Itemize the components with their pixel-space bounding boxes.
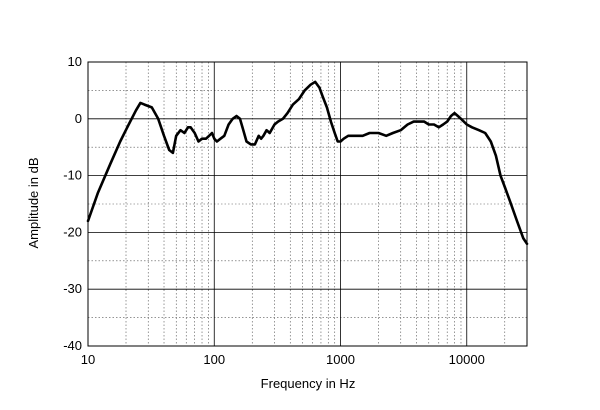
y-tick-label: -20 [63, 224, 82, 239]
x-tick-label: 10000 [449, 352, 485, 367]
x-tick-label: 100 [203, 352, 225, 367]
x-tick-label: 10 [81, 352, 95, 367]
x-tick-label: 1000 [326, 352, 355, 367]
series-layer [86, 80, 529, 246]
x-axis-title: Frequency in Hz [261, 376, 356, 391]
x-tick-labels: 10 100 1000 10000 [81, 352, 485, 367]
plot-frame [87, 61, 528, 347]
frequency-response-line [86, 80, 529, 246]
y-axis-title: Amplitude in dB [26, 157, 41, 248]
y-tick-label: -40 [63, 338, 82, 353]
y-tick-labels: 10 0 -10 -20 -30 -40 [63, 54, 82, 353]
y-tick-label: 10 [68, 54, 82, 69]
y-tick-label: -30 [63, 281, 82, 296]
y-tick-label: 0 [75, 111, 82, 126]
y-tick-label: -10 [63, 168, 82, 183]
